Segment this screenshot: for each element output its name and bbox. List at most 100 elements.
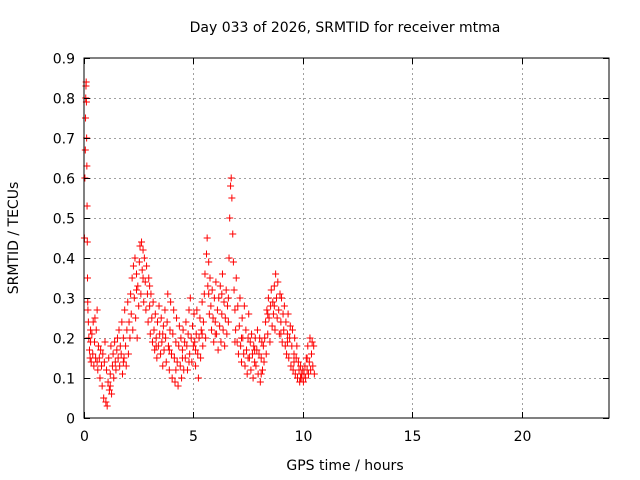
data-point [207, 302, 215, 310]
data-point [211, 330, 219, 338]
data-point [83, 238, 91, 246]
data-point [256, 378, 264, 386]
data-point [230, 286, 238, 294]
data-point [121, 306, 129, 314]
data-point [152, 342, 160, 350]
data-point [176, 362, 184, 370]
data-point [186, 294, 194, 302]
data-point [235, 322, 243, 330]
data-point [310, 370, 318, 378]
data-point [248, 330, 256, 338]
data-point [243, 370, 251, 378]
data-point [190, 310, 198, 318]
data-point [187, 334, 195, 342]
data-point [84, 306, 92, 314]
data-point [129, 262, 137, 270]
data-point [108, 362, 116, 370]
data-point [183, 366, 191, 374]
data-point [184, 330, 192, 338]
data-point [290, 358, 298, 366]
data-point [84, 274, 91, 282]
data-point [94, 342, 102, 350]
y-tick-label: 0.6 [53, 172, 75, 188]
data-point [186, 350, 194, 358]
data-point [128, 274, 136, 282]
data-point [247, 366, 255, 374]
x-tick-label: 20 [514, 429, 532, 445]
data-point [208, 326, 216, 334]
data-point [115, 326, 123, 334]
data-point [178, 346, 186, 354]
data-point [109, 350, 117, 358]
data-point [261, 334, 269, 342]
data-point [85, 346, 93, 354]
data-point [218, 310, 226, 318]
data-point [257, 370, 265, 378]
data-point [185, 358, 193, 366]
data-point [95, 354, 103, 362]
data-point [232, 326, 240, 334]
data-point [155, 302, 163, 310]
data-point [308, 338, 316, 346]
data-point [225, 254, 233, 262]
data-point [119, 370, 126, 378]
data-point [98, 362, 105, 370]
data-point [269, 298, 277, 306]
data-point [307, 366, 315, 374]
data-point [291, 370, 299, 378]
data-point [126, 334, 134, 342]
data-point [162, 334, 170, 342]
data-point [194, 374, 202, 382]
data-point [270, 302, 278, 310]
data-point [135, 258, 143, 266]
data-point [178, 354, 186, 362]
data-point [146, 302, 154, 310]
data-point [147, 290, 155, 298]
data-point [168, 350, 175, 358]
data-point [189, 342, 197, 350]
data-point [304, 370, 312, 378]
data-point [205, 258, 213, 266]
data-point [151, 310, 159, 318]
data-point [88, 330, 96, 338]
data-point [246, 338, 254, 346]
data-point [165, 366, 173, 374]
data-point [123, 326, 131, 334]
data-point [173, 358, 181, 366]
data-point [140, 298, 148, 306]
data-point [168, 374, 176, 382]
data-point [99, 350, 107, 358]
data-point [136, 242, 144, 250]
data-point [293, 342, 301, 350]
data-point [283, 330, 291, 338]
data-point [119, 334, 127, 342]
data-point [308, 350, 315, 358]
data-point [131, 254, 139, 262]
data-point [106, 370, 114, 378]
data-point [218, 290, 226, 298]
data-point [124, 350, 132, 358]
data-point [194, 350, 202, 358]
data-point [221, 314, 229, 322]
data-point [172, 338, 180, 346]
y-axis-label: SRMTID / TECUs [6, 182, 22, 295]
data-point [238, 358, 245, 366]
x-axis-label: GPS time / hours [286, 458, 403, 474]
data-point [310, 342, 318, 350]
data-point [251, 358, 259, 366]
data-point [275, 306, 283, 314]
data-point [211, 318, 219, 326]
y-tick-label: 0.3 [53, 292, 75, 308]
data-point [148, 314, 156, 322]
data-point [244, 354, 252, 362]
data-point [274, 278, 282, 286]
data-point [199, 342, 207, 350]
data-point [280, 326, 288, 334]
plot-frame [83, 57, 610, 419]
data-point [198, 330, 206, 338]
data-point [258, 338, 266, 346]
data-point [167, 298, 175, 306]
data-point [163, 318, 171, 326]
data-points [80, 78, 318, 410]
